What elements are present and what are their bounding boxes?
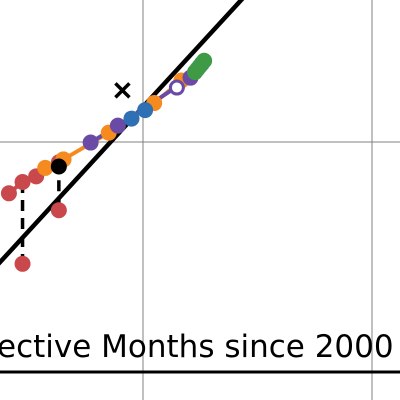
data-point-red-1 [0,185,17,202]
data-point-purple-1 [82,134,99,151]
data-point-purple-2 [109,117,126,134]
data-point-cross-1 [114,82,131,99]
data-point-low-1 [14,255,31,272]
data-point-blue-1 [123,110,140,127]
fit-line-path [0,0,245,266]
cross-stroke-b [114,82,131,99]
data-point-blue-2 [137,102,154,119]
data-point-open-1 [168,79,185,96]
data-series [0,52,213,272]
data-point-green-4 [196,52,213,69]
data-point-black-1 [50,158,67,175]
data-point-orange-1 [37,159,54,176]
data-point-low-2 [50,202,67,219]
x-axis-label: ective Months since 2000 [0,329,394,365]
fit-line [0,0,245,266]
data-point-red-2 [14,174,31,191]
